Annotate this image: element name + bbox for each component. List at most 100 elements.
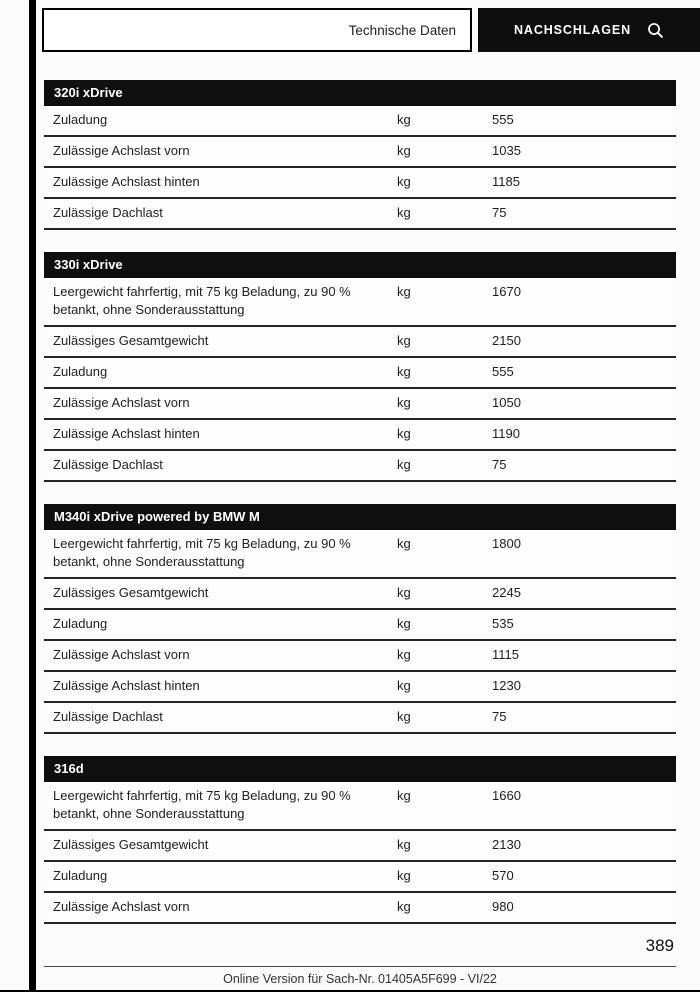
cell-label: Zulässige Achslast vorn <box>53 899 190 914</box>
table-row: Zuladung kg 570 <box>44 862 676 893</box>
nachschlagen-button[interactable]: NACHSCHLAGEN <box>478 8 700 52</box>
cell-value: 75 <box>492 457 507 472</box>
nachschlagen-label: NACHSCHLAGEN <box>513 23 632 37</box>
cell-value: 1115 <box>492 647 519 662</box>
cell-label: Zuladung <box>53 364 108 379</box>
breadcrumb: Technische Daten <box>42 8 472 52</box>
table-row: Leergewicht fahrfertig, mit 75 kg Beladu… <box>44 278 676 327</box>
cell-label: Zulässige Achslast hinten <box>53 174 200 189</box>
cell-unit: kg <box>397 364 411 379</box>
cell-unit: kg <box>397 788 411 803</box>
cell-label: Zulässige Achslast vorn <box>53 395 190 410</box>
cell-value: 1050 <box>492 395 521 410</box>
table-row: Leergewicht fahrfertig, mit 75 kg Beladu… <box>44 782 676 831</box>
cell-value: 2245 <box>492 585 521 600</box>
cell-label: Zuladung <box>53 616 108 631</box>
table-row: Zulässige Achslast vorn kg 1115 <box>44 641 676 672</box>
cell-unit: kg <box>397 284 411 299</box>
cell-unit: kg <box>397 333 411 348</box>
table-row: Zulässige Dachlast kg 75 <box>44 451 676 482</box>
table-row: Zulässige Achslast vorn kg 980 <box>44 893 676 924</box>
table-row: Leergewicht fahrfertig, mit 75 kg Beladu… <box>44 530 676 579</box>
table-row: Zulässige Dachlast kg 75 <box>44 703 676 734</box>
cell-value: 1670 <box>492 284 521 299</box>
spec-tables: 320i xDrive Zuladung kg 555 Zulässige Achsla… <box>44 80 676 946</box>
table-row: Zulässige Dachlast kg 75 <box>44 199 676 230</box>
cell-unit: kg <box>397 868 411 883</box>
table-row: Zuladung kg 555 <box>44 106 676 137</box>
table-title: M340i xDrive powered by BMW M <box>44 504 676 530</box>
cell-label: Zulässige Achslast vorn <box>53 143 190 158</box>
table-row: Zulässiges Gesamtgewicht kg 2150 <box>44 327 676 358</box>
cell-value: 555 <box>492 112 514 127</box>
spec-table: M340i xDrive powered by BMW M Leergewicht… <box>44 504 676 734</box>
table-row: Zuladung kg 555 <box>44 358 676 389</box>
cell-unit: kg <box>397 616 411 631</box>
cell-unit: kg <box>397 395 411 410</box>
cell-value: 1660 <box>492 788 521 803</box>
cell-label: Zulässige Achslast hinten <box>53 426 200 441</box>
cell-unit: kg <box>397 143 411 158</box>
footer-note: Online Version für Sach-Nr. 01405A5F699 … <box>223 972 497 986</box>
cell-label: Zulässige Achslast hinten <box>53 678 200 693</box>
table-row: Zulässiges Gesamtgewicht kg 2245 <box>44 579 676 610</box>
cell-label: Zuladung <box>53 868 108 883</box>
cell-unit: kg <box>397 457 411 472</box>
cell-unit: kg <box>397 174 411 189</box>
cell-unit: kg <box>397 837 411 852</box>
cell-value: 2130 <box>492 837 521 852</box>
spec-table: 330i xDrive Leergewicht fahrfertig, mit 7… <box>44 252 676 482</box>
spec-table: 316d Leergewicht fahrfertig, mit 75 kg Be… <box>44 756 676 924</box>
cell-value: 75 <box>492 709 507 724</box>
cell-label: Zulässige Achslast vorn <box>53 647 190 662</box>
cell-unit: kg <box>397 205 411 220</box>
table-title: 320i xDrive <box>44 80 676 106</box>
table-row: Zulässiges Gesamtgewicht kg 2130 <box>44 831 676 862</box>
cell-value: 75 <box>492 205 507 220</box>
page-number: 389 <box>645 936 674 955</box>
section-title: Technische Daten <box>348 22 456 38</box>
cell-label: Zulässige Dachlast <box>53 205 163 220</box>
cell-value: 1035 <box>492 143 521 158</box>
cell-label: Zulässiges Gesamtgewicht <box>53 333 209 348</box>
page-footer: Online Version für Sach-Nr. 01405A5F699 … <box>44 966 676 986</box>
cell-value: 980 <box>492 899 514 914</box>
table-row: Zuladung kg 535 <box>44 610 676 641</box>
cell-value: 535 <box>492 616 514 631</box>
cell-label: Leergewicht fahrfertig, mit 75 kg Beladu… <box>53 536 351 569</box>
search-icon <box>648 22 664 38</box>
spec-table: 320i xDrive Zuladung kg 555 Zulässige Achsla… <box>44 80 676 230</box>
cell-label: Leergewicht fahrfertig, mit 75 kg Beladu… <box>53 284 351 317</box>
scan-edge-strip <box>29 0 36 992</box>
table-row: Zulässige Achslast hinten kg 1190 <box>44 420 676 451</box>
cell-unit: kg <box>397 899 411 914</box>
cell-value: 555 <box>492 364 514 379</box>
page-header: Technische Daten NACHSCHLAGEN <box>42 8 700 52</box>
table-row: Zulässige Achslast vorn kg 1050 <box>44 389 676 420</box>
table-row: Zulässige Achslast hinten kg 1185 <box>44 168 676 199</box>
page-bottom-rule <box>0 990 700 992</box>
cell-label: Zulässiges Gesamtgewicht <box>53 837 209 852</box>
cell-label: Zuladung <box>53 112 108 127</box>
cell-unit: kg <box>397 647 411 662</box>
cell-unit: kg <box>397 112 411 127</box>
cell-label: Leergewicht fahrfertig, mit 75 kg Beladu… <box>53 788 351 821</box>
cell-label: Zulässige Dachlast <box>53 709 163 724</box>
cell-value: 2150 <box>492 333 521 348</box>
cell-value: 1190 <box>492 426 520 441</box>
cell-unit: kg <box>397 426 411 441</box>
cell-label: Zulässiges Gesamtgewicht <box>53 585 209 600</box>
cell-value: 1800 <box>492 536 521 551</box>
cell-label: Zulässige Dachlast <box>53 457 163 472</box>
table-row: Zulässige Achslast hinten kg 1230 <box>44 672 676 703</box>
cell-value: 570 <box>492 868 514 883</box>
table-row: Zulässige Achslast vorn kg 1035 <box>44 137 676 168</box>
cell-unit: kg <box>397 585 411 600</box>
cell-unit: kg <box>397 709 411 724</box>
table-title: 330i xDrive <box>44 252 676 278</box>
table-title: 316d <box>44 756 676 782</box>
cell-value: 1230 <box>492 678 521 693</box>
cell-unit: kg <box>397 536 411 551</box>
cell-value: 1185 <box>492 174 520 189</box>
cell-unit: kg <box>397 678 411 693</box>
